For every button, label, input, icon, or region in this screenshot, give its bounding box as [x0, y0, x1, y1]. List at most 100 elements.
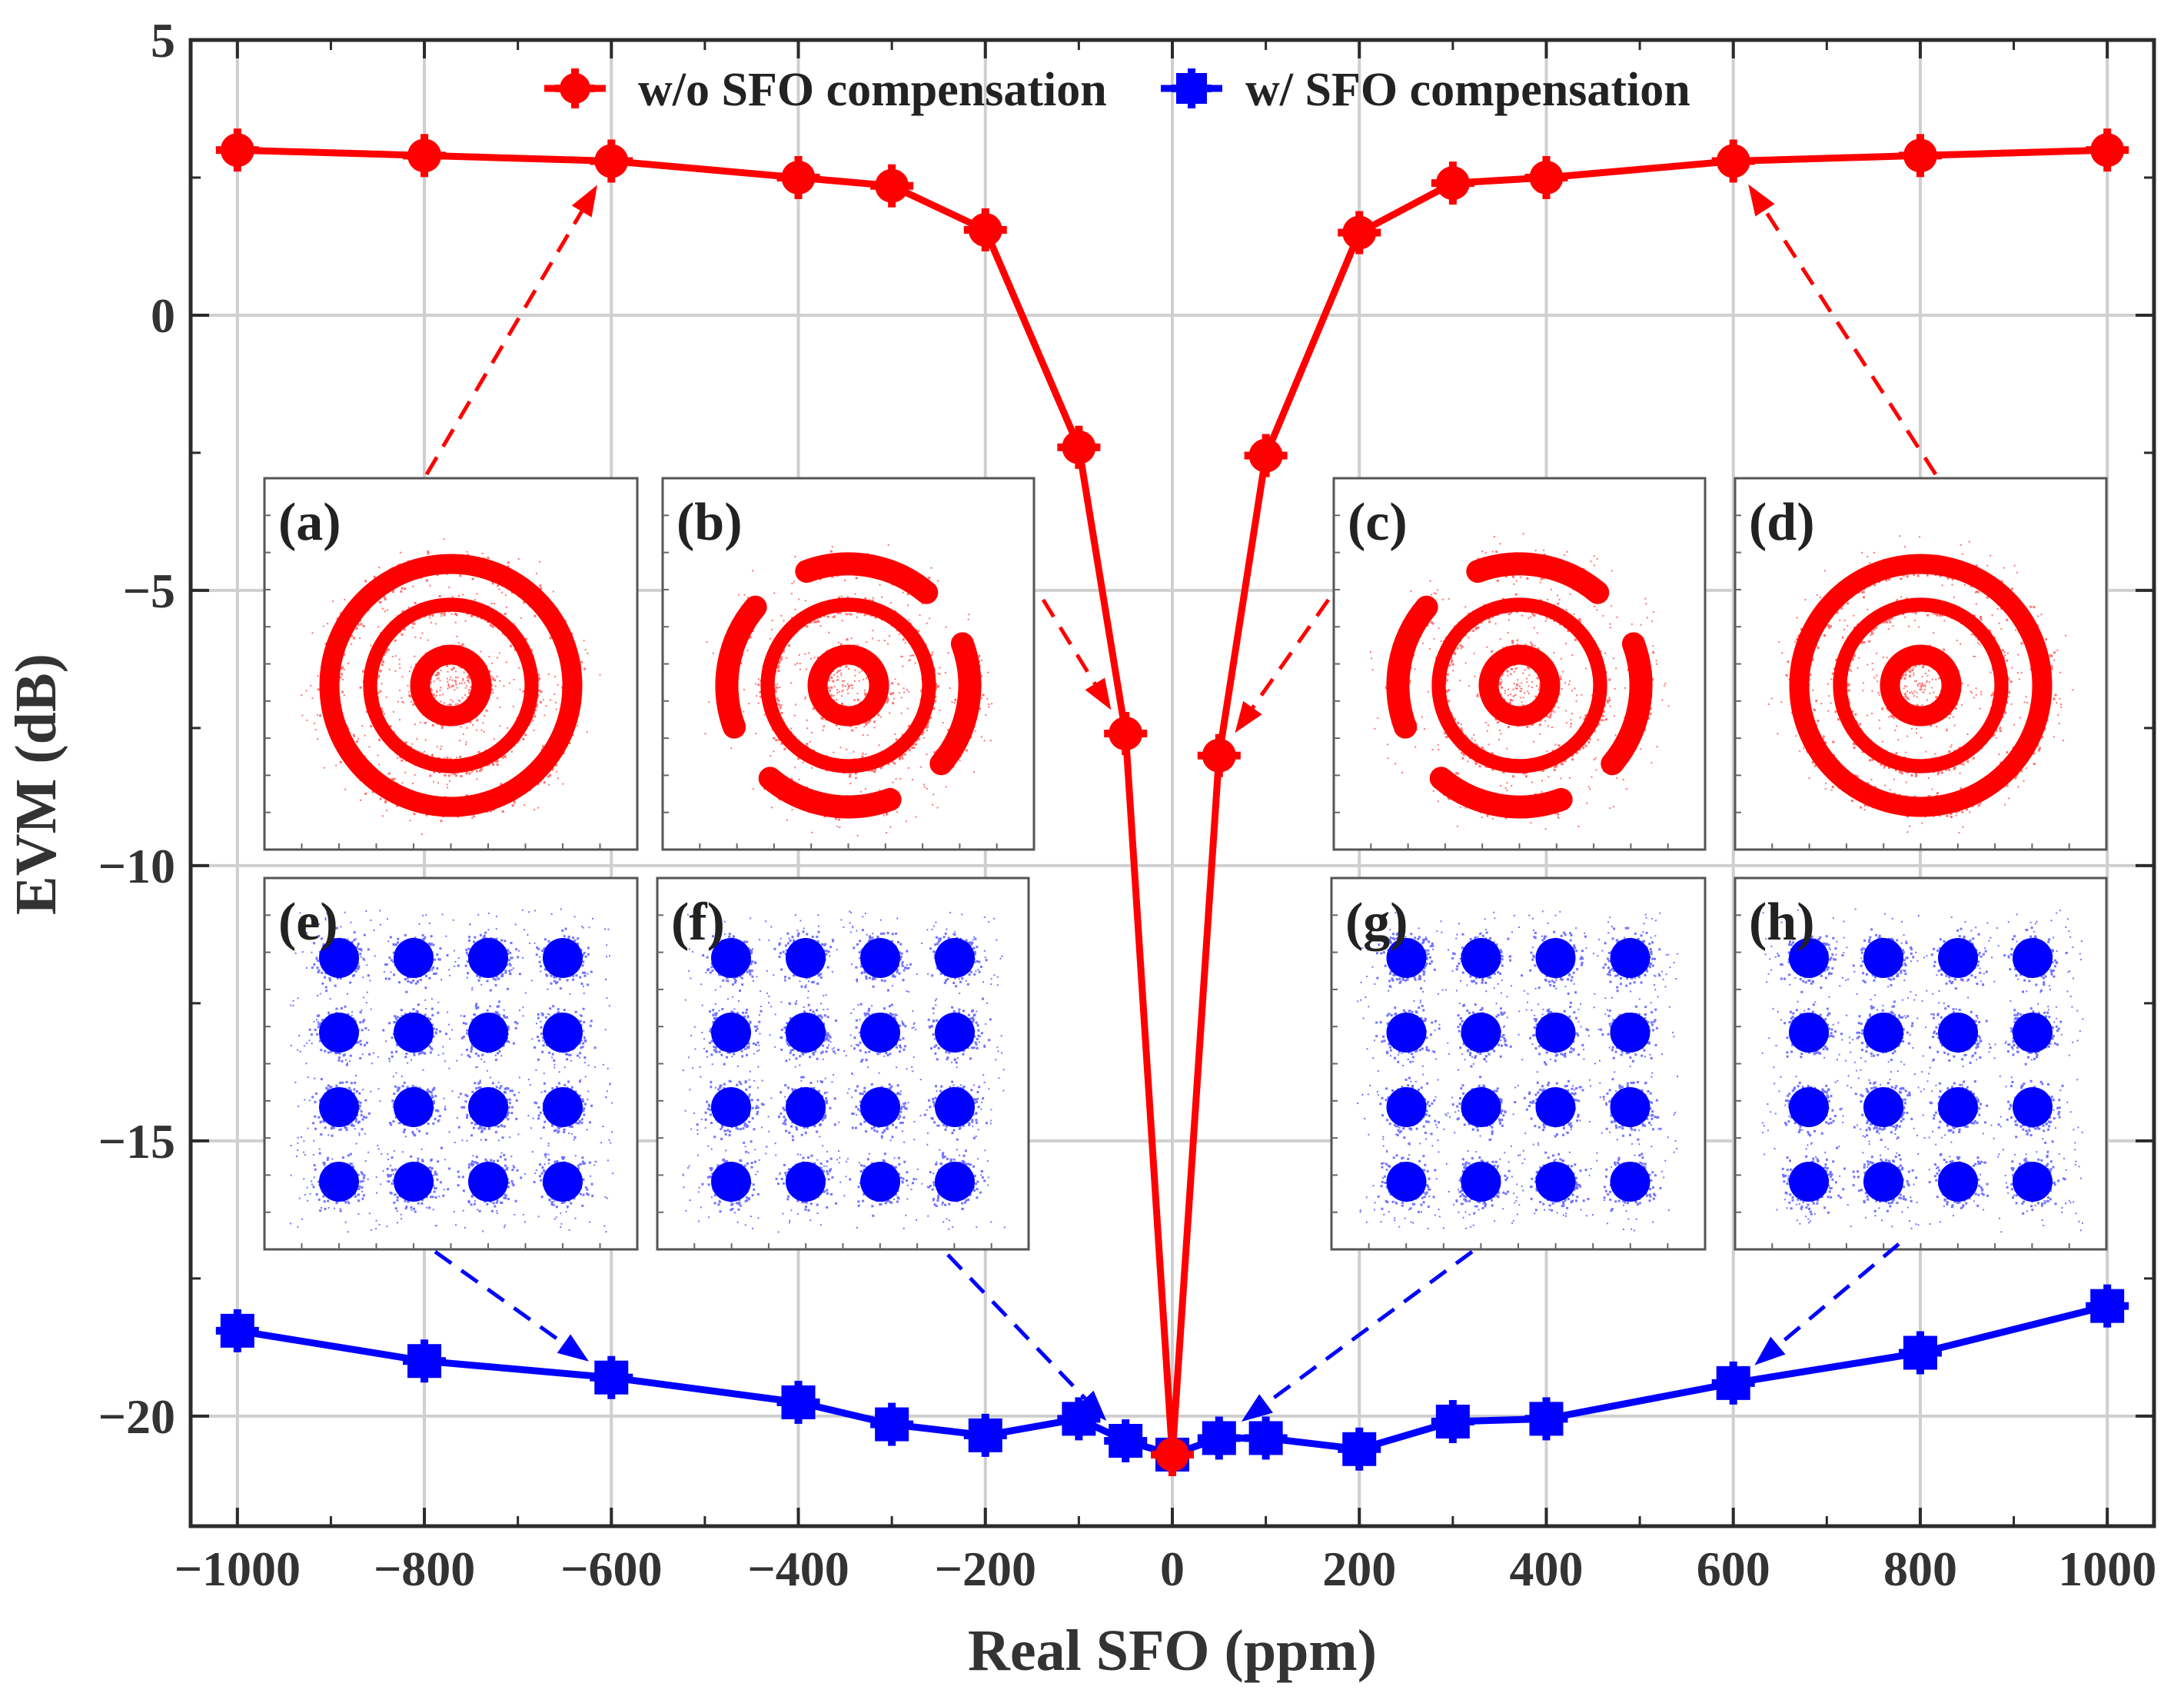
x-tick-label: 600 [1697, 1542, 1770, 1596]
data-point-blue-errorbar [1916, 1331, 1924, 1375]
annotation-arrow-head [1754, 1336, 1786, 1365]
y-tick-label: −15 [98, 1114, 175, 1169]
inset-label: (f) [671, 893, 725, 952]
annotation-arrow-head [1085, 677, 1112, 710]
x-tick-label: −400 [747, 1542, 849, 1596]
constellation-scatter [1761, 908, 2084, 1233]
series [215, 128, 2129, 1476]
y-tick-label: −5 [123, 564, 175, 618]
data-point-red-errorbar [1542, 155, 1551, 199]
x-tick-label: −600 [560, 1542, 662, 1596]
legend: w/o SFO compensation w/ SFO compensation [544, 64, 1690, 116]
data-point-red-errorbar [1355, 211, 1364, 254]
constellation-inset-a: (a) [263, 477, 639, 851]
data-point-blue-errorbar [1215, 1416, 1223, 1460]
constellation-scatter [301, 538, 601, 836]
legend-item: w/ SFO compensation [1161, 64, 1690, 116]
annotation-arrow-line [946, 1253, 1087, 1400]
y-tick-label: −20 [98, 1389, 175, 1444]
data-point-red-errorbar [1916, 134, 1924, 178]
inset-label: (c) [1348, 493, 1408, 552]
x-tick-label: 800 [1883, 1542, 1957, 1596]
annotation-arrow-head [1235, 700, 1262, 733]
x-tick-label: −1000 [175, 1542, 301, 1596]
constellation-inset-h: (h) [1734, 876, 2108, 1251]
data-point-blue-errorbar [1542, 1397, 1551, 1441]
data-point-red-errorbar [1122, 712, 1130, 756]
constellation-inset-c: (c) [1332, 477, 1707, 851]
constellation-inset-e: (e) [263, 876, 639, 1251]
axes: −1000 −800 −600 −400 −200 0 200 400 600 800 1000 5 0… [98, 13, 2157, 1596]
data-point-red-errorbar [607, 139, 616, 183]
annotation-arrow-line [1265, 1249, 1474, 1405]
data-point-blue-errorbar [981, 1413, 989, 1457]
y-tick-label: 5 [151, 13, 175, 68]
inset-label: (g) [1345, 893, 1408, 952]
x-tick-label: 0 [1160, 1542, 1185, 1596]
inset-label: (h) [1749, 893, 1815, 952]
data-point-red-errorbar [1168, 1432, 1176, 1476]
annotation-arrow-head [1076, 1390, 1107, 1421]
annotation-arrows [424, 184, 1938, 1422]
axis-labels: Real SFO (ppm) EVM (dB) [4, 654, 1377, 1683]
constellation-scatter [704, 544, 993, 837]
data-point-blue-errorbar [794, 1380, 803, 1424]
data-point-blue-errorbar [1448, 1399, 1457, 1443]
constellation-scatter [682, 910, 1006, 1233]
data-point-blue-errorbar [1122, 1419, 1130, 1463]
annotation-arrow-line [424, 210, 583, 476]
y-tick-label: −10 [98, 839, 175, 893]
annotation-arrow-head [1748, 184, 1775, 217]
x-tick-label: 1000 [2058, 1542, 2156, 1596]
data-point-blue-errorbar [1075, 1397, 1083, 1441]
x-tick-label: 400 [1509, 1542, 1583, 1596]
annotation-arrow-line [1777, 1242, 1900, 1347]
constellation-inset-g: (g) [1330, 876, 1707, 1251]
data-point-blue-errorbar [1729, 1361, 1737, 1405]
data-point-blue-errorbar [233, 1309, 241, 1352]
constellation-inset-f: (f) [656, 876, 1030, 1251]
data-point-blue-errorbar [888, 1402, 896, 1446]
data-point-red-errorbar [1448, 161, 1457, 205]
x-tick-label: 200 [1322, 1542, 1396, 1596]
data-point-red-errorbar [2103, 128, 2112, 172]
x-tick-label: −200 [935, 1542, 1036, 1596]
data-point-blue-errorbar [2103, 1284, 2112, 1328]
data-point-red-errorbar [888, 164, 896, 208]
data-point-blue-errorbar [1262, 1416, 1270, 1460]
data-point-red-errorbar [1075, 425, 1083, 469]
legend-label: w/o SFO compensation [638, 64, 1107, 116]
data-point-red-errorbar [233, 128, 241, 172]
inset-label: (d) [1749, 493, 1815, 552]
annotation-arrow-head [557, 1334, 589, 1362]
x-tick-label: −800 [374, 1542, 475, 1596]
insets: (a) (b) (c) (d) (e) (f) (g) (h) [263, 477, 2108, 1251]
inset-label: (b) [676, 493, 743, 552]
data-point-blue-errorbar [607, 1355, 616, 1399]
constellation-inset-d: (d) [1734, 477, 2108, 851]
data-point-red-errorbar [981, 208, 989, 251]
data-point-red-errorbar [1215, 733, 1223, 777]
annotation-arrow-head [1241, 1394, 1273, 1422]
y-tick-label: 0 [151, 288, 175, 343]
constellation-inset-b: (b) [661, 477, 1035, 851]
annotation-arrow-line [1763, 208, 1938, 476]
annotation-arrow-line [1041, 598, 1097, 685]
legend-marker-errorbar [571, 68, 579, 108]
data-point-red-errorbar [421, 134, 429, 178]
annotation-arrow-line [1251, 598, 1331, 709]
x-axis-label: Real SFO (ppm) [968, 1618, 1377, 1683]
legend-item: w/o SFO compensation [544, 64, 1107, 116]
data-point-red-errorbar [1729, 139, 1737, 183]
data-point-blue-errorbar [421, 1339, 429, 1383]
legend-label: w/ SFO compensation [1245, 64, 1690, 116]
data-point-blue-errorbar [1355, 1427, 1364, 1471]
data-point-red-errorbar [794, 155, 803, 199]
inset-label: (a) [278, 493, 341, 552]
y-axis-label: EVM (dB) [4, 654, 68, 915]
annotation-arrow-head [571, 185, 598, 218]
constellation-scatter [290, 908, 614, 1233]
annotation-arrow-line [434, 1249, 565, 1345]
inset-label: (e) [278, 893, 338, 952]
